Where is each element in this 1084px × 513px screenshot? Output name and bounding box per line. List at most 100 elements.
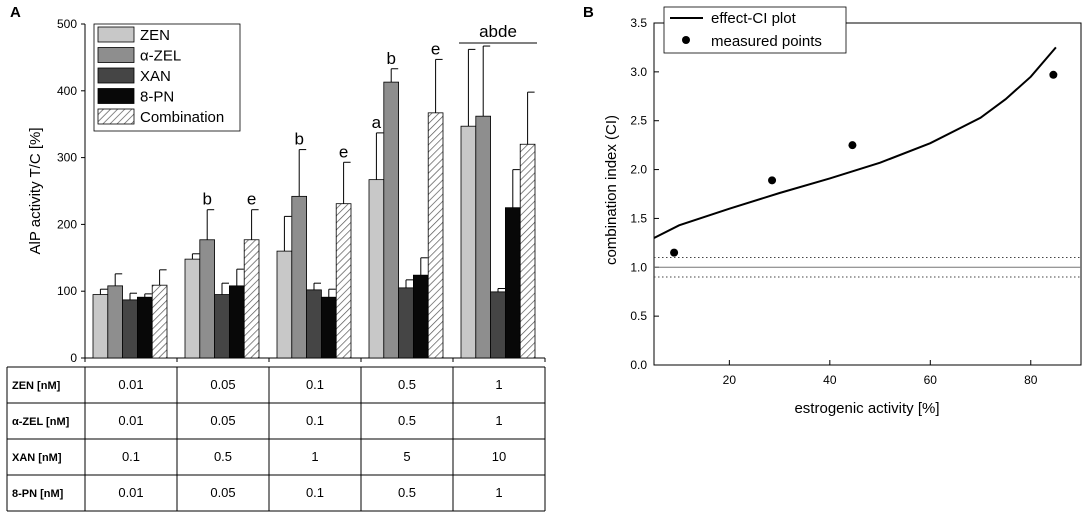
table-row-label: XAN [nM]: [12, 452, 62, 464]
measured-point: [768, 176, 777, 185]
panel-b-y-tick-label: 2.0: [630, 163, 647, 177]
measured-point: [848, 141, 857, 150]
bar-xan: [398, 287, 414, 359]
panel-b-y-tick-label: 2.5: [630, 114, 647, 128]
table-row-label: ZEN [nM]: [12, 380, 61, 392]
legend-swatch-xan: [97, 67, 135, 84]
panel-a-chart: A AlP activity T/C [%] 0100200300400500 …: [10, 4, 546, 365]
bar-xan: [122, 299, 138, 359]
legend-swatch-pn: [97, 88, 135, 104]
table-cell: 0.1: [306, 485, 324, 500]
bar-zen: [92, 294, 109, 359]
table-cell: 1: [495, 413, 502, 428]
legend-label-xan: XAN: [140, 68, 171, 85]
legend-label-effect-ci: effect-CI plot: [711, 10, 797, 27]
significance-label: b: [294, 130, 303, 149]
bar-combination: [519, 143, 536, 359]
bar-pn: [228, 285, 245, 359]
table-cell: 5: [403, 449, 410, 464]
effect-ci-curve: [653, 46, 1057, 239]
significance-label: abde: [479, 22, 517, 41]
panel-b-plot-area: [653, 46, 1081, 278]
panel-b-y-tick-label: 1.0: [630, 260, 647, 274]
bar-xan: [490, 291, 506, 359]
legend-label-combination: Combination: [140, 109, 224, 126]
table-cell: 0.05: [210, 377, 235, 392]
panel-b-y-tick-label: 3.5: [630, 16, 647, 30]
panel-b-x-tick-label: 80: [1024, 373, 1038, 387]
table-cell: 0.01: [118, 413, 143, 428]
panel-a-bars: [92, 45, 536, 359]
table-cell: 0.5: [398, 485, 416, 500]
panel-b-y-tick-label: 0.5: [630, 309, 647, 323]
panel-a-y-tick-label: 200: [57, 217, 77, 231]
panel-a-y-tick-label: 0: [70, 351, 77, 365]
panel-b-y-tick-label: 0.0: [630, 358, 647, 372]
table-cell: 0.1: [306, 413, 324, 428]
table-row-label: 8-PN [nM]: [12, 488, 64, 500]
bar-combination: [151, 284, 168, 359]
significance-label: e: [431, 39, 440, 58]
bar-xan: [306, 289, 322, 359]
bar-pn: [320, 296, 337, 359]
bar-zen: [184, 258, 201, 359]
bar-combination: [243, 239, 260, 359]
bar-zen: [460, 125, 477, 359]
bar-zen: [276, 250, 293, 359]
measured-point: [1049, 70, 1058, 79]
legend-swatch-combination: [97, 108, 135, 125]
significance-label: b: [202, 190, 211, 209]
panel-a-y-tick-label: 100: [57, 284, 77, 298]
table-cell: 0.5: [398, 377, 416, 392]
legend-swatch-azel: [97, 47, 135, 63]
panel-b-frame: [653, 22, 1082, 366]
panel-a-y-tick-label: 400: [57, 84, 77, 98]
panel-b-y-tick-label: 3.0: [630, 65, 647, 79]
table-cell: 0.01: [118, 485, 143, 500]
table-cell: 0.1: [122, 449, 140, 464]
table-cell: 10: [492, 449, 506, 464]
table-cell: 0.1: [306, 377, 324, 392]
panel-a-y-axis-title: AlP activity T/C [%]: [27, 128, 44, 255]
legend-label-measured: measured points: [711, 33, 822, 50]
bar-azel: [291, 195, 307, 359]
panel-b-y-axis-title: combination index (CI): [603, 115, 620, 265]
legend-label-pn: 8-PN: [140, 89, 174, 106]
bar-azel: [199, 239, 216, 359]
panel-a-letter: A: [10, 4, 21, 21]
panel-b-axes: 0.0 0.5 1.0 1.5 2.0 2.5 3.0 3.5 20 40 60 80: [630, 16, 1082, 387]
bar-azel: [475, 115, 491, 359]
table-cell: 0.5: [214, 449, 232, 464]
bar-pn: [504, 207, 521, 359]
significance-label: e: [339, 142, 348, 161]
panel-a-y-tick-label: 300: [57, 151, 77, 165]
measured-point: [670, 248, 679, 257]
legend-label-azel: α-ZEL: [140, 48, 181, 65]
significance-label: e: [247, 190, 256, 209]
table-row-label: α-ZEL [nM]: [12, 416, 70, 428]
panel-a-y-tick-label: 500: [57, 17, 77, 31]
panel-b-y-tick-label: 1.5: [630, 211, 647, 225]
legend-point-swatch: [682, 36, 690, 44]
significance-label: b: [386, 49, 395, 68]
bar-pn: [412, 274, 429, 359]
panel-a-significance-labels: b e b e a b e abde: [202, 22, 537, 209]
table-cell: 0.01: [118, 377, 143, 392]
panel-b-legend-box: [663, 6, 847, 54]
table-cell: 0.5: [398, 413, 416, 428]
bar-zen: [368, 179, 385, 359]
bar-combination: [335, 203, 352, 359]
legend-label-zen: ZEN: [140, 27, 170, 44]
bar-azel: [383, 81, 399, 359]
concentration-table: ZEN [nM] 0.01 0.05 0.1 0.5 1 α-ZEL [nM] 0.01 0.0…: [6, 366, 546, 512]
table-cell: 1: [311, 449, 318, 464]
legend-swatch-zen: [97, 26, 135, 43]
bar-pn: [136, 296, 153, 359]
panel-b-x-tick-label: 20: [723, 373, 737, 387]
bar-xan: [214, 294, 230, 359]
panel-a-legend: ZEN α-ZEL XAN 8-PN Combination: [93, 23, 241, 132]
panel-b-legend: effect-CI plot measured points: [663, 6, 847, 54]
table-cell: 0.05: [210, 485, 235, 500]
table-cell: 0.05: [210, 413, 235, 428]
